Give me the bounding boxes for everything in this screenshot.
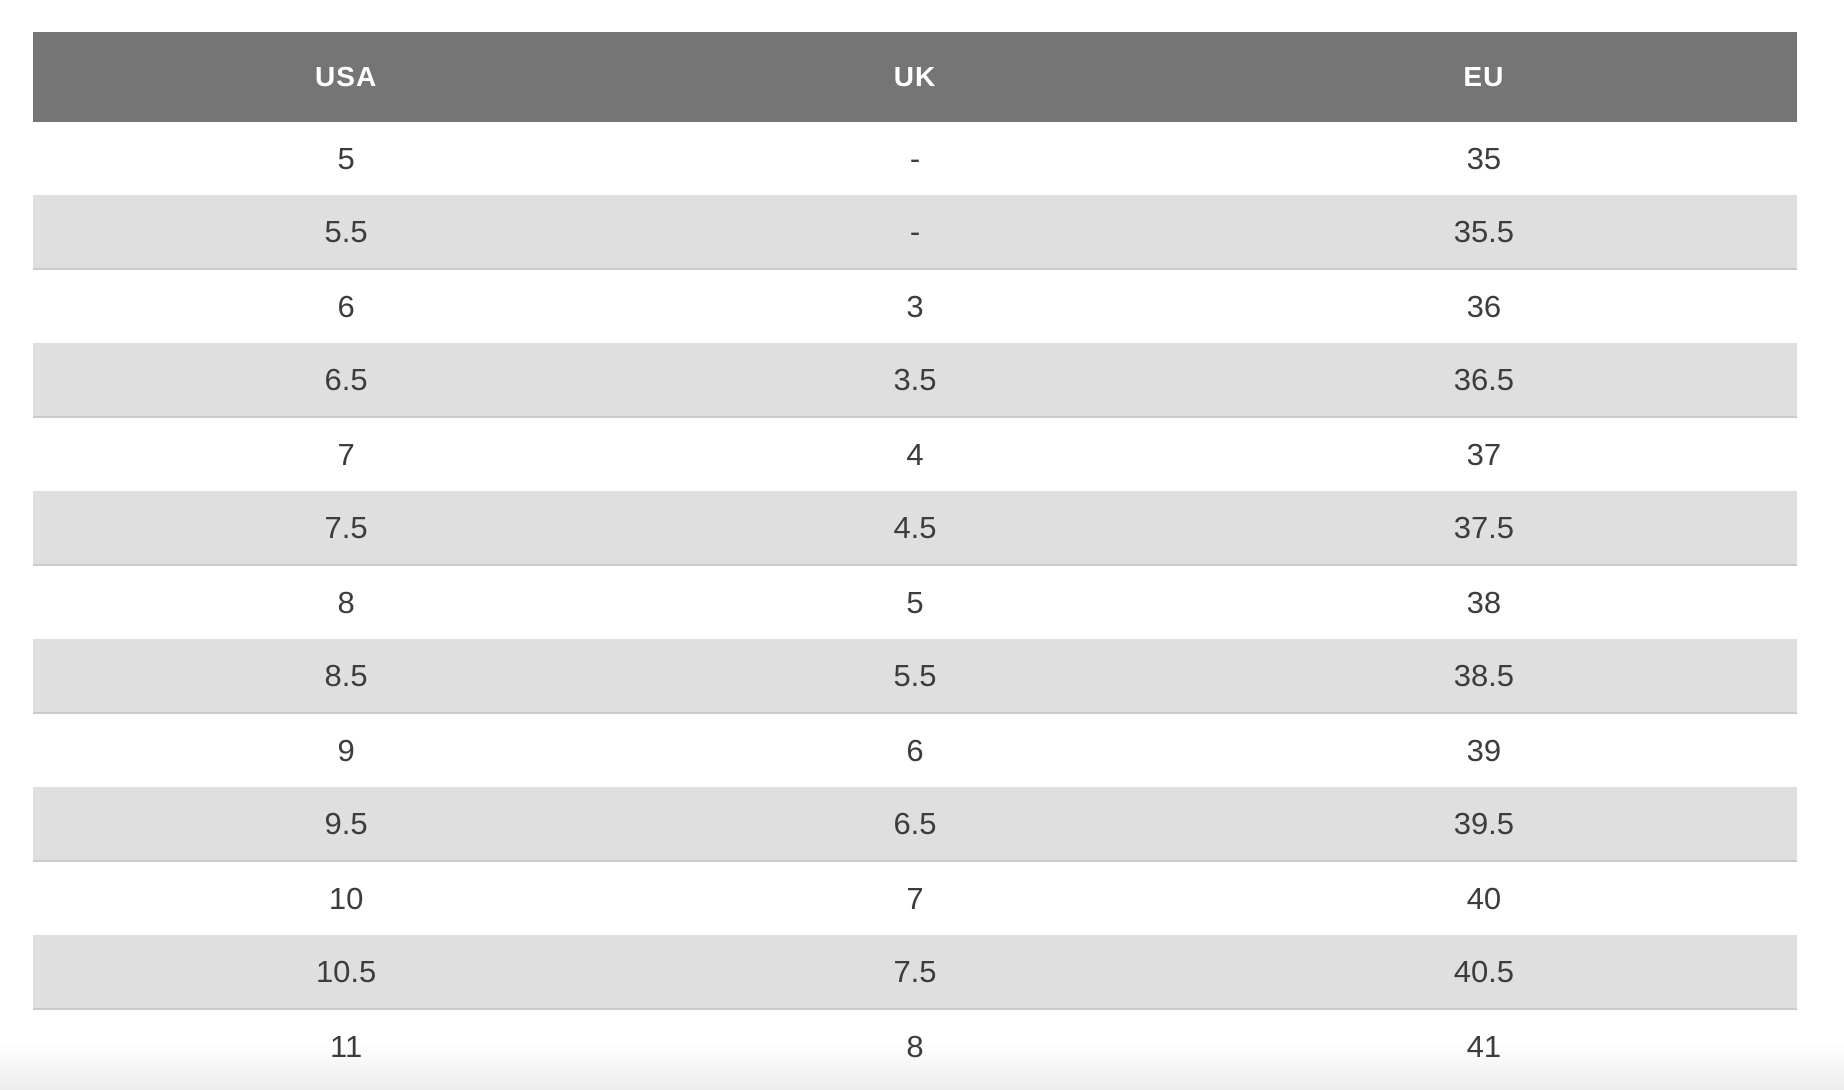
cell-uk: 4.5 [659,491,1171,566]
table-row: 7.5 4.5 37.5 [33,491,1797,566]
cell-usa: 6.5 [33,343,660,418]
cell-uk: 3 [659,269,1171,343]
cell-uk: - [659,195,1171,270]
header-cell-eu: EU [1170,32,1797,122]
cell-eu: 35.5 [1170,195,1797,270]
cell-eu: 36.5 [1170,343,1797,418]
cell-eu: 39.5 [1170,787,1797,862]
cell-eu: 39 [1170,713,1797,787]
cell-eu: 36 [1170,269,1797,343]
table-row: 9.5 6.5 39.5 [33,787,1797,862]
table-row: 6.5 3.5 36.5 [33,343,1797,418]
size-conversion-table: USA UK EU 5 - 35 5.5 - 35.5 6 3 [33,32,1797,1083]
cell-uk: 7 [659,861,1171,935]
cell-uk: 6.5 [659,787,1171,862]
cell-usa: 11 [33,1009,660,1083]
cell-uk: 4 [659,417,1171,491]
table-row: 6 3 36 [33,269,1797,343]
cell-usa: 8 [33,565,660,639]
cell-usa: 10 [33,861,660,935]
table-row: 8 5 38 [33,565,1797,639]
cell-uk: 5.5 [659,639,1171,714]
cell-usa: 10.5 [33,935,660,1010]
cell-eu: 38 [1170,565,1797,639]
header-cell-uk: UK [659,32,1171,122]
table-row: 5 - 35 [33,122,1797,195]
cell-usa: 7.5 [33,491,660,566]
cell-eu: 40.5 [1170,935,1797,1010]
table-header-row: USA UK EU [33,32,1797,122]
table-row: 7 4 37 [33,417,1797,491]
cell-uk: 5 [659,565,1171,639]
cell-usa: 5 [33,122,660,195]
cell-eu: 40 [1170,861,1797,935]
cell-eu: 35 [1170,122,1797,195]
cell-eu: 41 [1170,1009,1797,1083]
header-cell-usa: USA [33,32,660,122]
cell-uk: 3.5 [659,343,1171,418]
cell-eu: 37.5 [1170,491,1797,566]
table-row: 10.5 7.5 40.5 [33,935,1797,1010]
cell-uk: 8 [659,1009,1171,1083]
cell-uk: 7.5 [659,935,1171,1010]
cell-eu: 37 [1170,417,1797,491]
cell-uk: 6 [659,713,1171,787]
size-conversion-table-container: USA UK EU 5 - 35 5.5 - 35.5 6 3 [33,32,1797,1083]
table-row: 11 8 41 [33,1009,1797,1083]
table-row: 5.5 - 35.5 [33,195,1797,270]
cell-uk: - [659,122,1171,195]
cell-usa: 5.5 [33,195,660,270]
cell-usa: 7 [33,417,660,491]
cell-eu: 38.5 [1170,639,1797,714]
cell-usa: 6 [33,269,660,343]
cell-usa: 9.5 [33,787,660,862]
cell-usa: 8.5 [33,639,660,714]
table-row: 9 6 39 [33,713,1797,787]
cell-usa: 9 [33,713,660,787]
table-row: 10 7 40 [33,861,1797,935]
table-row: 8.5 5.5 38.5 [33,639,1797,714]
